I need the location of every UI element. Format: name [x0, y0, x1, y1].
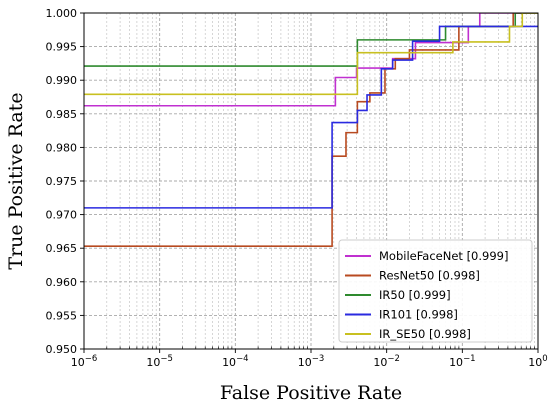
- y-tick-label: 0.990: [46, 74, 78, 87]
- series-line-2: [84, 13, 538, 247]
- legend-box: [338, 239, 533, 343]
- y-tick-label: 0.985: [46, 108, 78, 121]
- y-tick-label: 1.000: [46, 7, 78, 20]
- y-tick-label: 0.980: [46, 141, 78, 154]
- legend: MobileFaceNet [0.999] ResNet50 [0.998] IR5…: [338, 239, 533, 343]
- legend-label: MobileFaceNet [0.999]: [379, 249, 508, 263]
- axis-ticks: [80, 12, 539, 353]
- legend-label: IR50 [0.999]: [379, 288, 451, 302]
- y-axis-title: True Positive Rate: [5, 92, 27, 269]
- y-axis-tick-labels: 0.950 0.955 0.960 0.965 0.970 0.975 0.980 0.985…: [46, 7, 78, 356]
- y-tick-label: 0.960: [46, 276, 78, 289]
- x-tick-label: 10−4: [222, 354, 249, 369]
- x-tick-label: 10−3: [298, 354, 325, 369]
- x-tick-label: 10−2: [373, 354, 400, 369]
- y-tick-label: 0.975: [46, 175, 78, 188]
- y-tick-label: 0.970: [46, 209, 78, 222]
- series-group: [84, 13, 538, 247]
- x-tick-label: 10−6: [71, 354, 98, 369]
- x-tick-label: 100: [528, 354, 547, 369]
- x-axis-title: False Positive Rate: [220, 382, 402, 404]
- series-line-5: [84, 13, 538, 96]
- y-tick-label: 0.955: [46, 309, 78, 322]
- legend-label: IR_SE50 [0.998]: [379, 327, 471, 341]
- x-tick-label: 10−5: [146, 354, 173, 369]
- x-axis-tick-labels: 10−6 10−5 10−4 10−3 10−2 10−1 100: [71, 354, 548, 369]
- y-tick-label: 0.950: [46, 343, 78, 356]
- legend-label: IR101 [0.998]: [379, 308, 458, 322]
- x-tick-label: 10−1: [449, 354, 476, 369]
- y-tick-label: 0.965: [46, 242, 78, 255]
- legend-label: ResNet50 [0.998]: [379, 269, 480, 283]
- series-line-4: [84, 25, 538, 209]
- y-tick-label: 0.995: [46, 41, 78, 54]
